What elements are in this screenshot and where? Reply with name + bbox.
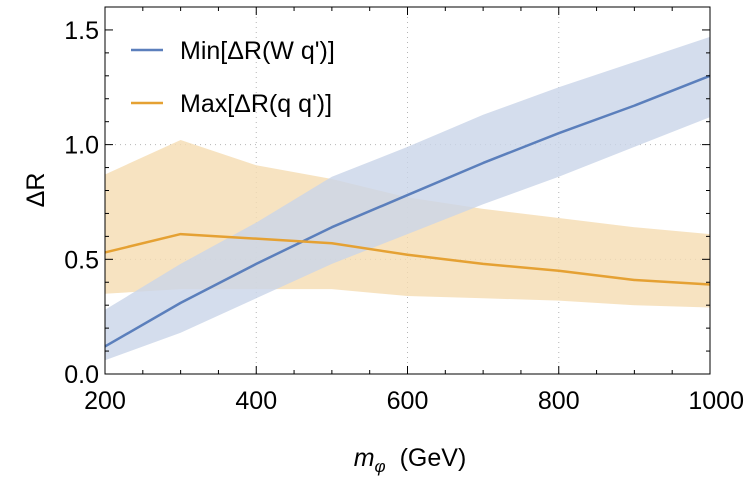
legend-label-series-2: Max[ΔR(q q')] bbox=[180, 90, 332, 118]
x-axis-label-var: m bbox=[354, 444, 375, 472]
line-series-2 bbox=[104, 232, 711, 286]
y-tick-label: 1.0 bbox=[64, 132, 99, 160]
x-tick-label: 600 bbox=[387, 387, 429, 415]
x-tick-label: 400 bbox=[235, 387, 277, 415]
y-tick-label: 1.5 bbox=[64, 17, 99, 45]
x-axis-label: mφ (GeV) bbox=[354, 444, 467, 476]
legend: Min[ΔR(W q')] Max[ΔR(q q')] bbox=[131, 37, 335, 118]
x-tick-label: 800 bbox=[538, 387, 580, 415]
ticks: 200 400 600 800 1000 0.0 0.5 1.0 1.5 bbox=[64, 6, 744, 415]
x-tick-label: 1000 bbox=[688, 387, 744, 415]
y-tick-label: 0.0 bbox=[64, 361, 99, 389]
y-axis-label: ΔR bbox=[22, 173, 50, 208]
band-series-1 bbox=[105, 36, 710, 361]
x-tick-label: 200 bbox=[84, 387, 126, 415]
x-axis-label-unit: (GeV) bbox=[400, 444, 467, 472]
legend-label-series-1: Min[ΔR(W q')] bbox=[180, 37, 335, 65]
y-tick-label: 0.5 bbox=[64, 246, 99, 274]
bands bbox=[105, 36, 710, 361]
x-axis-label-sub: φ bbox=[375, 457, 386, 476]
lines bbox=[104, 74, 711, 348]
line-series-1 bbox=[104, 74, 711, 348]
